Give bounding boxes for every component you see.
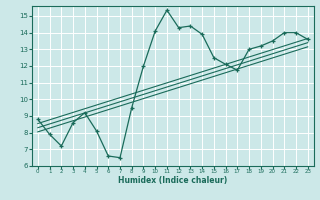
X-axis label: Humidex (Indice chaleur): Humidex (Indice chaleur)	[118, 176, 228, 185]
